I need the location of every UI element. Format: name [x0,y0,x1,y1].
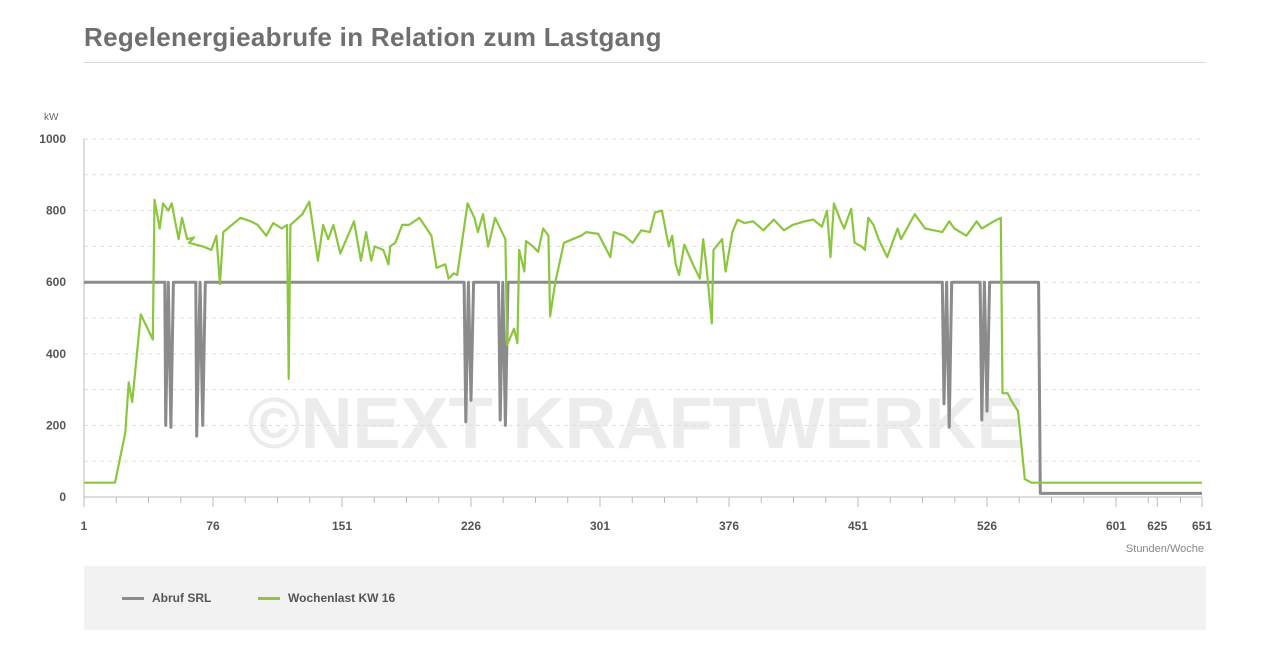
x-tick-label: 601 [1106,519,1126,533]
x-tick-label: 76 [206,519,220,533]
y-tick-label: 400 [46,347,66,361]
x-tick-label: 226 [461,519,481,533]
watermark: ©NEXT KRAFTWERKE [247,384,1024,464]
legend-item-srl[interactable]: Abruf SRL [122,591,211,605]
y-axis-label: kW [44,112,59,123]
x-tick-label: 451 [848,519,868,533]
x-tick-label: 651 [1192,519,1212,533]
x-tick-label: 376 [719,519,739,533]
legend-label-load: Wochenlast KW 16 [288,591,396,605]
y-tick-label: 0 [59,490,66,504]
chart-title: Regelenergieabrufe in Relation zum Lastg… [84,22,662,52]
y-tick-label: 1000 [39,132,66,146]
axes: 0 200 400 600 800 1000 1 76 151 226 301 376 451 526 60… [39,132,1212,533]
line-chart: ©NEXT KRAFTWERKE 0 200 400 600 800 1000 1 76 151… [39,112,1212,555]
y-tick-label: 200 [46,418,66,432]
x-axis-label: Stunden/Woche [1126,543,1204,555]
legend-swatch-load [258,596,280,600]
y-tick-label: 800 [46,204,66,218]
y-tick-label: 600 [46,275,66,289]
legend-label-srl: Abruf SRL [152,591,212,605]
grid-lines [84,138,1202,462]
title-divider [84,62,1206,63]
legend-item-load[interactable]: Wochenlast KW 16 [258,591,395,605]
x-tick-label: 526 [977,519,997,533]
series-group [84,198,1202,495]
legend: Abruf SRL Wochenlast KW 16 [84,566,1206,630]
x-tick-label: 151 [332,519,352,533]
x-tick-label: 301 [590,519,610,533]
series-line-wochenlast [84,198,1202,484]
x-tick-label: 625 [1147,519,1167,533]
legend-swatch-srl [122,596,144,600]
series-line-abruf-srl [84,280,1202,495]
x-tick-label: 1 [81,519,88,533]
